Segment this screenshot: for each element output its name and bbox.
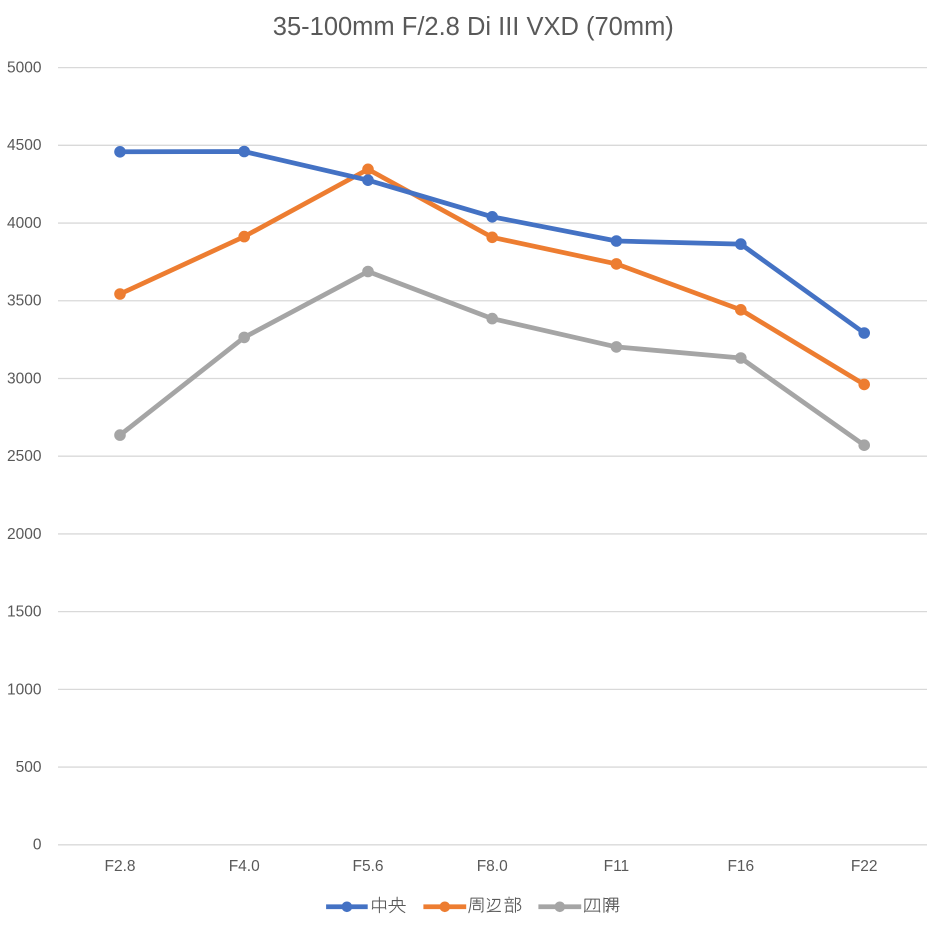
svg-text:0: 0	[33, 837, 42, 854]
svg-text:5000: 5000	[7, 60, 42, 77]
svg-text:4500: 4500	[7, 137, 42, 154]
svg-text:2500: 2500	[7, 448, 42, 465]
svg-text:F2.8: F2.8	[104, 858, 135, 875]
svg-text:1500: 1500	[7, 604, 42, 621]
svg-text:3000: 3000	[7, 370, 42, 387]
svg-text:3500: 3500	[7, 293, 42, 310]
svg-text:F5.6: F5.6	[352, 858, 383, 875]
svg-text:1000: 1000	[7, 681, 42, 698]
svg-text:F4.0: F4.0	[229, 858, 260, 875]
svg-text:500: 500	[16, 759, 42, 776]
svg-text:F11: F11	[604, 858, 630, 875]
svg-text:F22: F22	[851, 858, 878, 875]
svg-text:35-100mm F/2.8 Di III VXD (70m: 35-100mm F/2.8 Di III VXD (70mm)	[273, 13, 674, 41]
svg-text:4000: 4000	[7, 215, 42, 232]
svg-text:F16: F16	[727, 858, 754, 875]
svg-text:2000: 2000	[7, 526, 42, 543]
svg-text:F8.0: F8.0	[477, 858, 508, 875]
